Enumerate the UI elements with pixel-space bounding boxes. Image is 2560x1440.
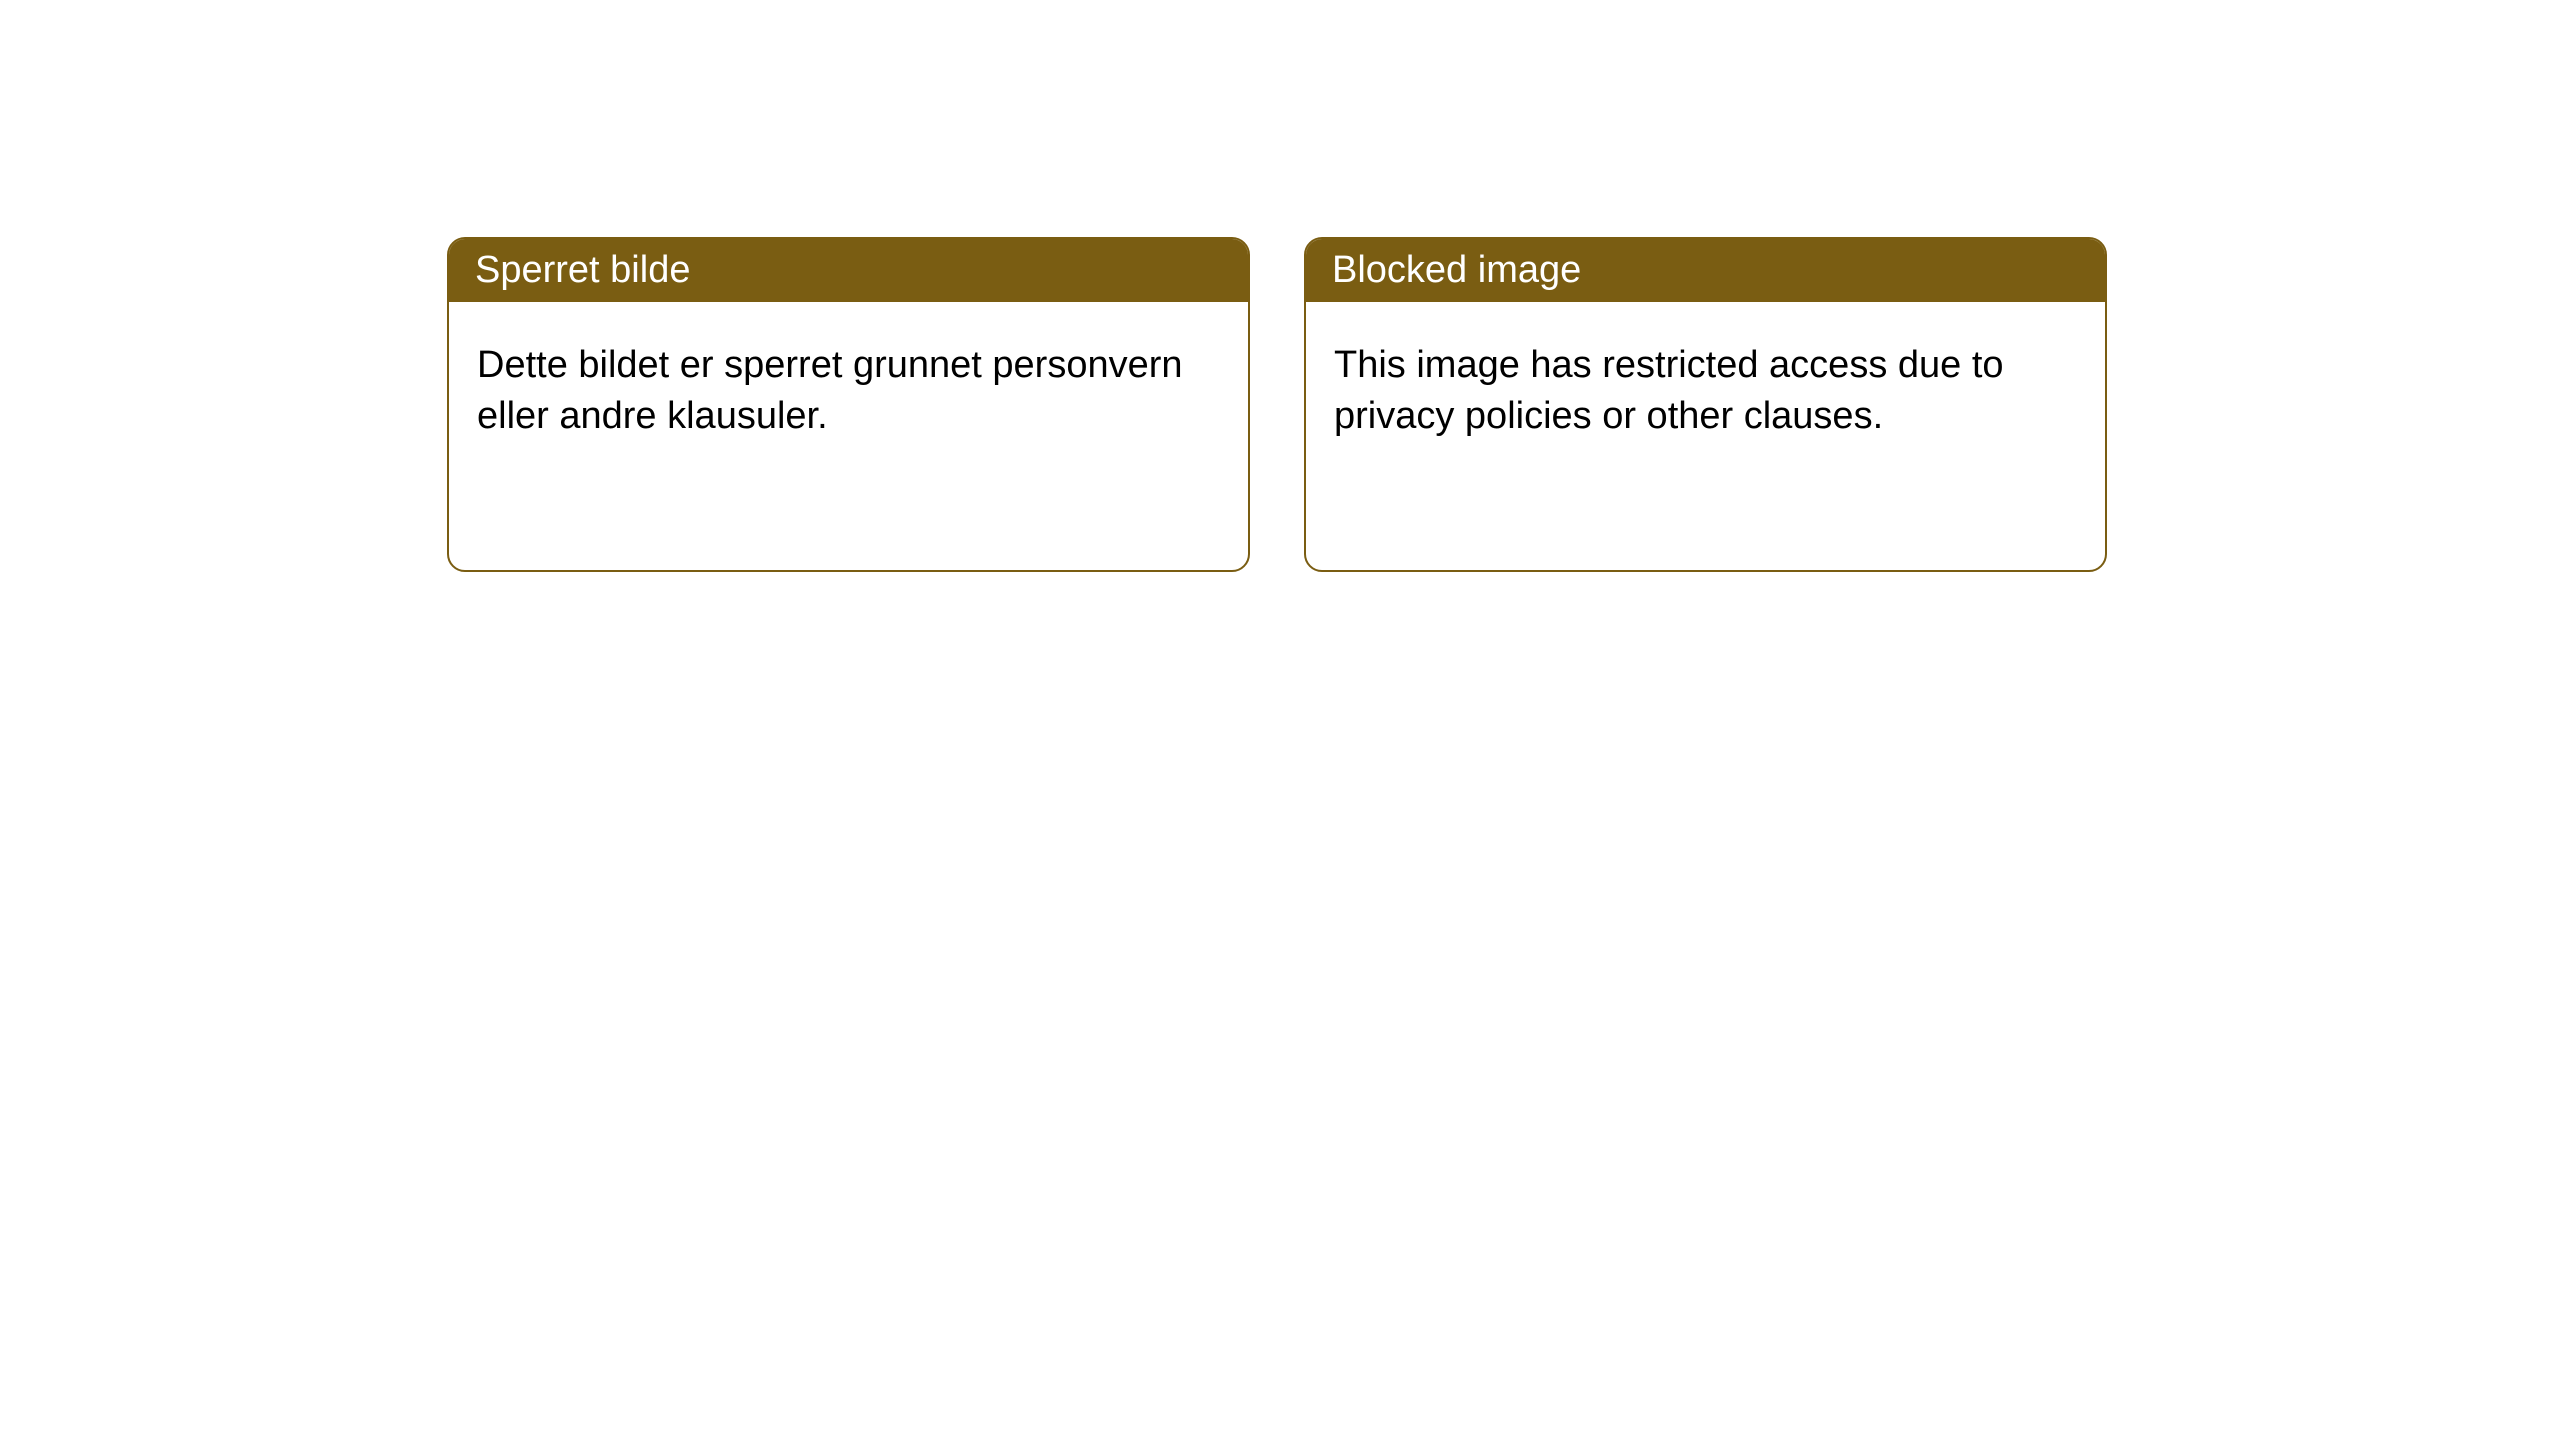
- card-body-no: Dette bildet er sperret grunnet personve…: [449, 302, 1248, 481]
- blocked-image-card-no: Sperret bilde Dette bildet er sperret gr…: [447, 237, 1250, 572]
- card-text-en: This image has restricted access due to …: [1334, 344, 2004, 437]
- card-title-no: Sperret bilde: [475, 249, 690, 291]
- notice-container: Sperret bilde Dette bildet er sperret gr…: [0, 0, 2560, 572]
- card-title-en: Blocked image: [1332, 249, 1581, 291]
- card-header-no: Sperret bilde: [449, 239, 1248, 302]
- card-header-en: Blocked image: [1306, 239, 2105, 302]
- card-body-en: This image has restricted access due to …: [1306, 302, 2105, 481]
- blocked-image-card-en: Blocked image This image has restricted …: [1304, 237, 2107, 572]
- card-text-no: Dette bildet er sperret grunnet personve…: [477, 344, 1183, 437]
